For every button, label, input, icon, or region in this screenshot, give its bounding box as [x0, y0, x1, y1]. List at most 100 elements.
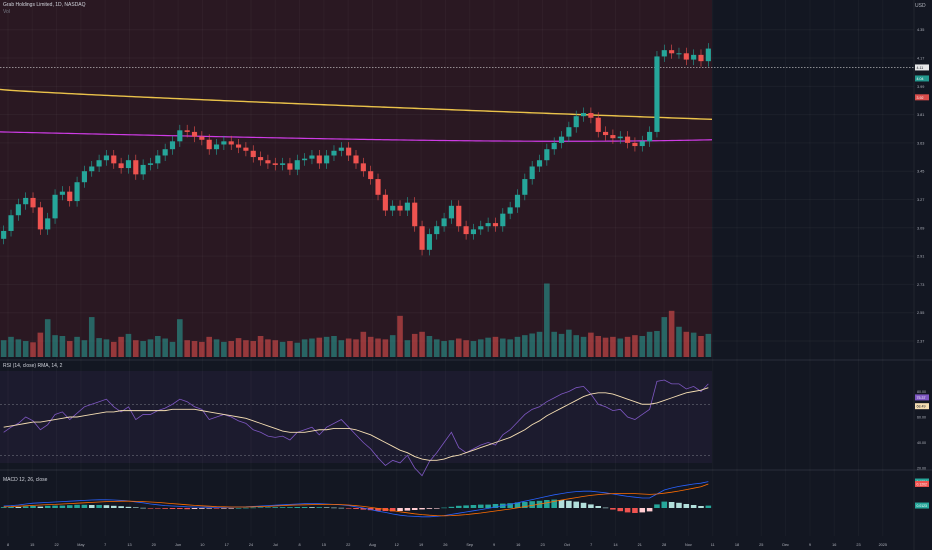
candle-body [602, 131, 609, 136]
currency-label[interactable]: USD [915, 3, 926, 9]
candle-body [478, 226, 484, 230]
time-tick-label: 28 [662, 543, 666, 547]
candle-body [67, 191, 73, 202]
candle-body [353, 155, 359, 164]
volume-bar [690, 332, 697, 357]
rsi-tick-label: 60.00 [917, 416, 926, 420]
volume-bar [485, 337, 491, 357]
candle-body [206, 139, 212, 150]
candle-body [661, 50, 667, 57]
candle-body [705, 48, 711, 62]
volume-bar [37, 332, 44, 357]
macd-histogram-bar [624, 508, 631, 513]
time-tick-label: 12 [395, 543, 399, 547]
time-tick-label: Oct [564, 543, 571, 547]
macd-histogram-bar [639, 508, 646, 513]
macd-histogram-bar [103, 505, 110, 508]
candle-body [316, 155, 322, 164]
candle-body [595, 117, 601, 132]
time-tick-label: 14 [613, 543, 617, 547]
volume-bar [279, 341, 286, 357]
macd-histogram-bar [411, 508, 418, 510]
candle-body [434, 226, 440, 235]
volume-bar [316, 337, 323, 357]
macd-histogram-bar [573, 501, 579, 508]
volume-bar [639, 336, 646, 357]
volume-bar [507, 339, 513, 357]
candle-body [617, 136, 623, 139]
candle-body [470, 229, 477, 235]
volume-bar [44, 319, 51, 357]
volume-bar [59, 336, 66, 357]
candle-body [360, 163, 366, 172]
macd-histogram-bar [323, 507, 330, 508]
macd-title[interactable]: MACD 12, 26, close [3, 477, 48, 483]
candle-body [448, 205, 454, 219]
rsi-value-badge [915, 394, 929, 401]
macd-histogram-bar [81, 504, 88, 508]
volume-bar [118, 336, 124, 357]
price-tick-label: 2.91 [917, 255, 924, 259]
macd-histogram-bar [30, 506, 36, 508]
volume-bar [617, 338, 624, 357]
macd-histogram-bar [632, 508, 638, 513]
volume-bar [191, 341, 198, 357]
symbol-title[interactable]: Grab Holdings Limited, 1D, NASDAQ [3, 2, 86, 8]
rsi-value-label: 75.37 [917, 396, 926, 400]
volume-bar [309, 338, 315, 357]
macd-value-label: 0.0123 [917, 504, 927, 508]
rsi-value-badge [915, 403, 929, 410]
candle-body [133, 160, 139, 175]
candle-body [309, 155, 315, 159]
time-tick-label: 17 [225, 543, 229, 547]
macd-value-badge [915, 502, 929, 509]
time-tick-label: 23 [540, 543, 544, 547]
macd-histogram-bar [588, 504, 594, 508]
candle-body [324, 155, 330, 164]
candle-body [8, 215, 14, 231]
volume-bar [221, 341, 227, 357]
candle-body [125, 160, 132, 169]
macd-histogram-bar [367, 508, 374, 511]
macd-histogram-bar [331, 507, 337, 509]
macd-histogram-bar [646, 508, 653, 512]
candle-body [221, 141, 227, 145]
volume-bar [610, 336, 616, 357]
macd-histogram-bar [522, 502, 528, 508]
volume-bar [661, 317, 668, 357]
time-tick-label: 8 [299, 543, 301, 547]
candle-body [375, 179, 381, 195]
candle-body [625, 136, 631, 143]
macd-histogram-bar [15, 507, 22, 508]
macd-histogram-bar [477, 504, 484, 508]
macd-histogram-bar [88, 505, 95, 508]
time-tick-label: Aug [369, 543, 376, 547]
candle-body [346, 147, 352, 156]
volume-bar [375, 338, 381, 357]
time-tick-label: 21 [638, 543, 642, 547]
volume-bar [199, 341, 205, 357]
candle-body [23, 197, 29, 205]
price-value-badge [915, 94, 929, 101]
macd-histogram-bar [558, 500, 565, 508]
price-tick-label: 3.63 [917, 141, 924, 145]
volume-bar [243, 340, 249, 357]
volume-bar [514, 336, 521, 357]
candle-body [294, 160, 300, 170]
rsi-title[interactable]: RSI (14, close) RMA, 14, 2 [3, 363, 63, 369]
price-tick-label: 3.09 [917, 226, 924, 230]
candle-body [669, 50, 675, 54]
volume-bar [676, 326, 682, 357]
macd-histogram-bar [441, 507, 447, 509]
rsi-tick-label: 80.00 [917, 390, 926, 394]
candle-body [287, 163, 293, 170]
candle-body [426, 234, 432, 250]
macd-histogram-bar [52, 505, 58, 508]
candle-body [390, 205, 396, 211]
macd-histogram-bar [360, 508, 367, 510]
time-tick-label: Sep [466, 543, 473, 547]
price-tick-label: 2.55 [917, 311, 924, 315]
macd-histogram-bar [448, 506, 455, 508]
